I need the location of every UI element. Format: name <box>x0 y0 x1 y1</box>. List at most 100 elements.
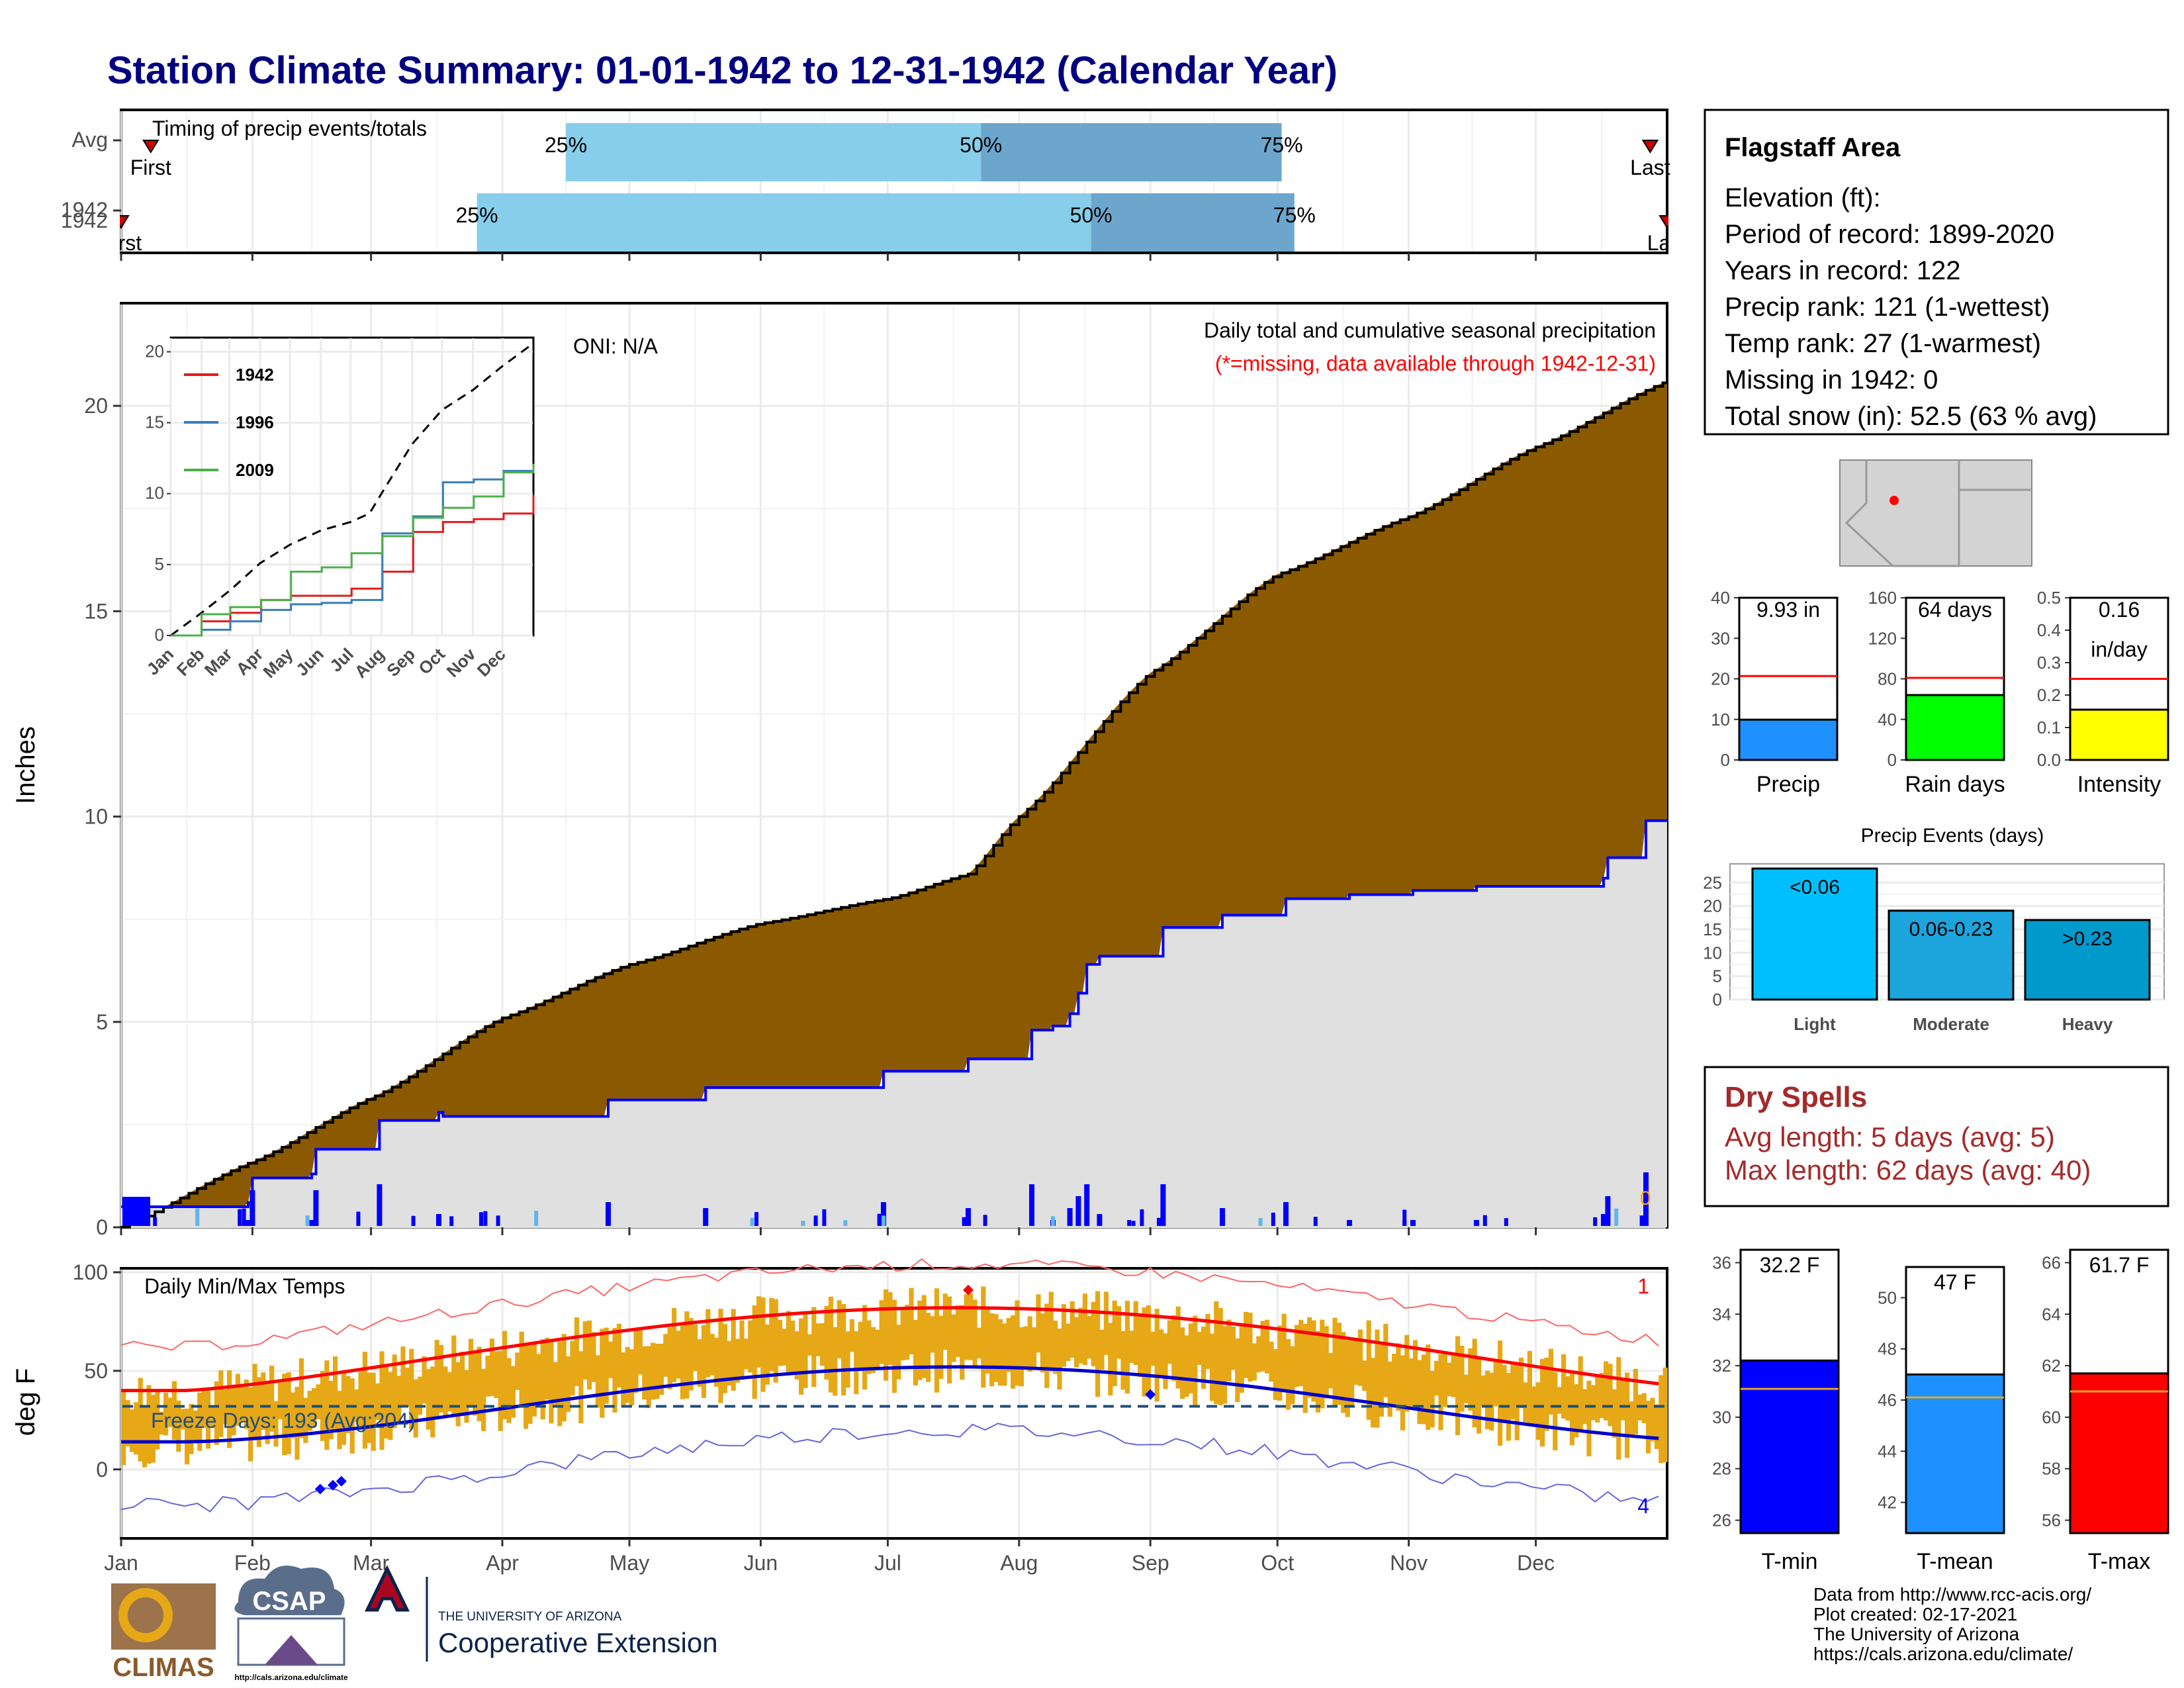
temp-daily-bar <box>328 1381 334 1439</box>
temp-daily-bar <box>951 1314 956 1362</box>
temp-daily-bar <box>773 1299 778 1383</box>
temp-daily-bar <box>1315 1331 1320 1413</box>
temp-daily-bar <box>985 1309 990 1374</box>
precip-annotation-missing: (*=missing, data available through 1942-… <box>1215 352 1656 375</box>
daily-precip-bar-small <box>1140 1209 1144 1226</box>
temp-daily-bar <box>197 1392 203 1451</box>
location-map <box>1839 459 2032 567</box>
temp-daily-bar <box>383 1364 388 1439</box>
inset-legend-label: 1942 <box>236 365 274 385</box>
temp-y-tick: 0 <box>96 1458 108 1481</box>
daily-precip-bar <box>606 1202 611 1226</box>
daily-precip-bar-small <box>195 1208 200 1226</box>
temp-daily-bar <box>286 1372 291 1454</box>
temp-daily-bar <box>964 1294 969 1360</box>
temp-daily-bar <box>790 1320 796 1372</box>
info-line: Temp rank: 27 (1-warmest) <box>1725 329 2041 358</box>
temp-daily-bar <box>587 1320 592 1390</box>
temp-daily-bar <box>155 1391 160 1450</box>
temp-daily-bar <box>833 1327 838 1396</box>
temp-daily-bar <box>1463 1374 1469 1403</box>
last-event-marker <box>1641 140 1659 154</box>
temp-daily-bar <box>680 1325 685 1399</box>
events-y-tick: 25 <box>1703 872 1722 892</box>
precip-y-tick: 20 <box>84 394 108 418</box>
first-event-label: First <box>130 156 171 179</box>
month-label: Sep <box>1132 1551 1169 1575</box>
temp-daily-bar <box>1387 1361 1392 1417</box>
temp-daily-bar <box>256 1377 261 1447</box>
temp-daily-bar <box>748 1320 753 1373</box>
temp-daily-bar <box>447 1372 452 1411</box>
temp-daily-bar <box>1662 1367 1668 1462</box>
temp-daily-bar <box>413 1379 418 1438</box>
timing-q2-bar <box>566 123 981 181</box>
tgauge-y-tick: 28 <box>1712 1459 1731 1479</box>
temp-daily-bar <box>1371 1358 1376 1428</box>
temp-daily-bar <box>201 1387 206 1428</box>
info-line: Precip rank: 121 (1-wettest) <box>1725 293 2050 322</box>
temp-daily-bar <box>273 1401 279 1447</box>
temp-daily-bar <box>1032 1327 1037 1368</box>
timing-p50-label: 50% <box>1070 203 1113 227</box>
temp-daily-bar <box>629 1349 635 1406</box>
temp-daily-bar <box>981 1286 986 1388</box>
csap-url: http://cals.arizona.edu/climate <box>234 1673 348 1682</box>
tgauge-y-tick: 48 <box>1878 1339 1897 1359</box>
timing-p50-label: 50% <box>960 133 1002 157</box>
temp-daily-bar <box>1095 1291 1101 1397</box>
footer-credits: Data from http://www.rcc-acis.org/Plot c… <box>1813 1584 2091 1664</box>
inset-grid <box>169 338 533 637</box>
temp-daily-bar <box>1557 1387 1562 1414</box>
temp-daily-bar <box>298 1358 304 1438</box>
timing-p75-label: 75% <box>1261 133 1303 157</box>
temp-daily-bar <box>824 1305 829 1380</box>
temp-daily-bar <box>1582 1389 1588 1425</box>
temp-daily-bar <box>1044 1303 1050 1388</box>
events-bar <box>1888 910 2015 1001</box>
station-marker <box>1889 496 1899 505</box>
map-background <box>1839 459 2032 567</box>
temp-daily-bar <box>1523 1382 1528 1423</box>
daily-precip-bar <box>436 1214 441 1226</box>
record-low-marker <box>1145 1389 1156 1400</box>
gauge-value-label: 64 days <box>1918 598 1992 622</box>
temp-daily-bar <box>307 1391 312 1431</box>
temp-daily-bar <box>875 1329 880 1370</box>
temp-daily-bar <box>1620 1380 1625 1421</box>
temp-daily-bar <box>1510 1364 1516 1420</box>
daily-precip-bar <box>1474 1220 1479 1226</box>
tgauge-bar <box>1739 1359 1840 1534</box>
info-line: Total snow (in): 52.5 (63 % avg) <box>1725 402 2097 431</box>
temp-daily-bar <box>121 1391 126 1466</box>
temp-daily-bar <box>926 1313 931 1382</box>
precip-events-chart: Precip Events (days) 0 5 10 15 20 25 <0.06 Ligh… <box>1703 825 2165 1034</box>
temp-daily-bar <box>1604 1361 1609 1421</box>
daily-precip-bar <box>1075 1196 1081 1226</box>
station-info-box: Flagstaff Area Elevation (ft): Period of … <box>1704 109 2169 436</box>
temp-daily-bar <box>1048 1291 1054 1372</box>
gauge-y-tick: 0 <box>1888 750 1897 770</box>
temp-daily-bar <box>854 1331 859 1395</box>
temp-daily-bar <box>1061 1304 1066 1367</box>
temp-daily-bar <box>1586 1380 1592 1457</box>
temp-daily-bar <box>1091 1301 1096 1366</box>
temp-daily-bar <box>1078 1307 1083 1364</box>
temp-daily-bar <box>531 1344 537 1417</box>
temp-daily-bar <box>1163 1333 1168 1389</box>
temp-daily-bar <box>265 1382 270 1444</box>
temp-daily-bar <box>1124 1301 1130 1394</box>
temp-daily-bar <box>473 1351 478 1416</box>
temp-daily-bar <box>608 1341 614 1378</box>
temp-daily-bar <box>193 1410 198 1442</box>
daily-precip-bar-small <box>356 1211 361 1226</box>
temp-daily-bar <box>1235 1338 1240 1403</box>
temp-daily-bar <box>1345 1340 1350 1417</box>
daily-precip-bar-small <box>882 1215 886 1226</box>
tgauge-y-tick: 64 <box>2042 1304 2061 1324</box>
temp-daily-bar <box>786 1311 791 1374</box>
temp-daily-bar <box>1353 1340 1359 1385</box>
temp-daily-bar <box>1298 1319 1304 1387</box>
temp-ylabel: deg F <box>11 1368 40 1436</box>
